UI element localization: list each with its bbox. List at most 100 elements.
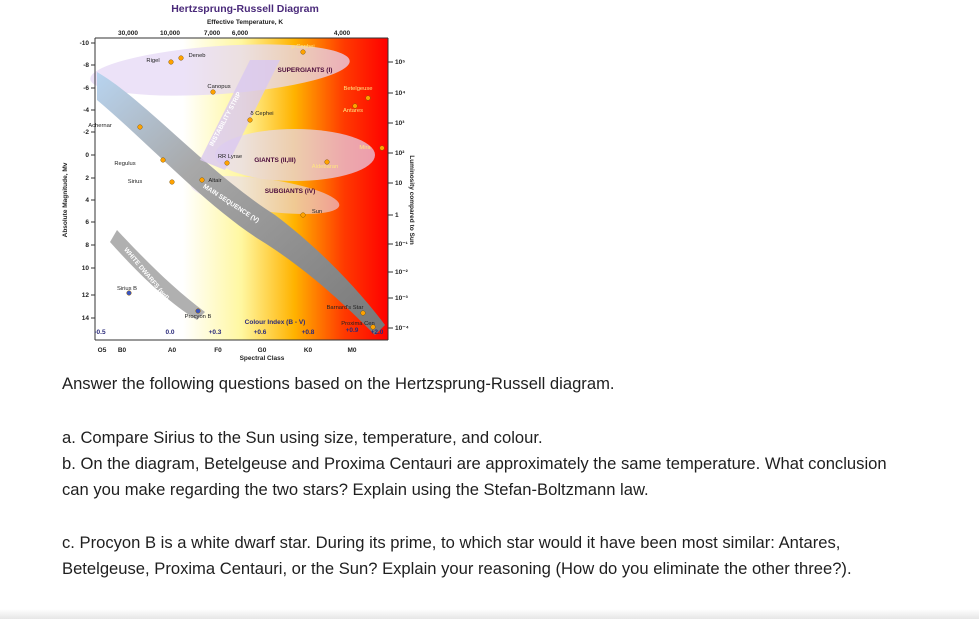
colour-index-label: 0.0 xyxy=(165,329,174,336)
star-marker xyxy=(370,324,376,330)
bottom-tick-label: M0 xyxy=(347,347,356,354)
star-label: Canopus xyxy=(207,84,230,90)
star-label: Procyon B xyxy=(185,314,212,320)
right-tick-label: 10³ xyxy=(395,120,405,127)
star-label: Proxima Cen xyxy=(341,321,375,327)
left-tick-label: 0 xyxy=(85,152,89,159)
star-marker xyxy=(352,103,358,109)
star-label: RR Lyrae xyxy=(218,154,242,160)
question: c. Procyon B is a white dwarf star. Duri… xyxy=(62,533,852,578)
star-marker xyxy=(160,157,166,163)
left-tick-label: 6 xyxy=(85,219,89,226)
axis-title: Absolute Magnitude, Mv xyxy=(62,162,69,237)
bottom-tick-label: G0 xyxy=(258,347,267,354)
star-marker xyxy=(168,59,174,65)
right-tick-label: 10 xyxy=(395,180,403,187)
star-label: Rigel xyxy=(146,58,159,64)
bottom-tick-label: B0 xyxy=(118,347,127,354)
axis-title: Spectral Class xyxy=(240,355,285,362)
intro: Answer the following questions based on … xyxy=(62,374,615,393)
figure-title: Hertzsprung-Russell Diagram xyxy=(171,3,319,15)
colour-index-label: +0.8 xyxy=(302,329,315,336)
region-label: SUBGIANTS (IV) xyxy=(265,188,316,195)
axis-title: Effective Temperature, K xyxy=(207,19,283,26)
main-sequence-band xyxy=(97,72,385,335)
right-tick-label: 10⁻¹ xyxy=(395,241,408,248)
right-tick-label: 10⁻³ xyxy=(395,295,409,302)
giants-region xyxy=(215,129,375,181)
star-marker xyxy=(379,145,385,151)
region-label: SUPERGIANTS (I) xyxy=(278,67,333,74)
star-label: Deneb xyxy=(188,53,205,59)
left-tick-label: 12 xyxy=(82,292,90,299)
colour-index-label: +0.9 xyxy=(346,327,359,334)
right-tick-label: 10⁻² xyxy=(395,269,409,276)
bottom-tick-label: O5 xyxy=(98,347,107,354)
instability-strip xyxy=(200,60,280,170)
star-label: Sirius B xyxy=(117,286,137,292)
star-label: Aldebaran xyxy=(312,164,338,170)
star-label: δ Cephei xyxy=(250,111,273,117)
hr-diagram: Hertzsprung-Russell Diagram Effective Tem… xyxy=(62,3,415,362)
star-label: μ Cephei xyxy=(291,44,314,50)
star-marker xyxy=(224,160,230,166)
left-tick-label: 10 xyxy=(82,265,90,272)
star-marker xyxy=(247,117,253,123)
star-label: Achernar xyxy=(88,123,112,129)
star-marker xyxy=(324,159,330,165)
left-tick-label: -2 xyxy=(83,129,89,136)
left-tick-label: -4 xyxy=(83,107,89,114)
star-marker xyxy=(195,308,201,314)
star-marker xyxy=(178,55,184,61)
top-tick-label: 4,000 xyxy=(334,30,351,37)
right-tick-label: 10⁵ xyxy=(395,59,405,66)
star-label: Antares xyxy=(343,108,363,114)
colour-index-label: -0.5 xyxy=(94,329,106,336)
star-label: Regulus xyxy=(114,161,135,167)
colour-index-label: +2.0 xyxy=(371,329,384,336)
colour-index-label: +0.3 xyxy=(209,329,222,336)
star-marker xyxy=(137,124,143,130)
bottom-tick-label: A0 xyxy=(168,347,177,354)
left-tick-label: -6 xyxy=(83,85,89,92)
colour-index-label: +0.6 xyxy=(254,329,267,336)
star-label: Altair xyxy=(208,178,221,184)
left-tick-label: -8 xyxy=(83,62,89,69)
colour-index-title: Colour Index (B - V) xyxy=(245,319,306,326)
star-marker xyxy=(300,49,306,55)
bottom-shade xyxy=(0,609,979,619)
bottom-tick-label: F0 xyxy=(214,347,222,354)
right-tick-label: 10² xyxy=(395,150,405,157)
white-dwarf-band xyxy=(110,230,205,320)
star-label: Mira xyxy=(359,145,371,151)
left-tick-label: -10 xyxy=(80,40,90,47)
left-tick-label: 4 xyxy=(85,197,89,204)
axis-title: Luminosity compared to Sun xyxy=(408,155,415,245)
star-marker xyxy=(169,179,175,185)
bottom-tick-label: K0 xyxy=(304,347,313,354)
star-marker xyxy=(300,212,306,218)
supergiants-region xyxy=(90,44,350,96)
star-marker xyxy=(199,177,205,183)
star-marker xyxy=(360,310,366,316)
star-label: Barnard's Star xyxy=(327,305,364,311)
left-tick-label: 8 xyxy=(85,242,89,249)
left-tick-label: 14 xyxy=(82,315,90,322)
right-tick-label: 10⁴ xyxy=(395,90,405,97)
star-marker xyxy=(365,95,371,101)
question: b. On the diagram, Betelgeuse and Proxim… xyxy=(62,454,887,499)
top-tick-label: 7,000 xyxy=(204,30,221,37)
region-label: GIANTS (II,III) xyxy=(254,157,296,164)
right-tick-label: 1 xyxy=(395,212,399,219)
right-tick-label: 10⁻⁴ xyxy=(395,325,409,332)
top-tick-label: 6,000 xyxy=(232,30,249,37)
left-tick-label: 2 xyxy=(85,175,89,182)
star-marker xyxy=(126,290,132,296)
question: a. Compare Sirius to the Sun using size,… xyxy=(62,428,543,447)
star-label: Sun xyxy=(312,209,322,215)
star-marker xyxy=(210,89,216,95)
top-tick-label: 10,000 xyxy=(160,30,180,37)
top-tick-label: 30,000 xyxy=(118,30,138,37)
star-label: Sirius xyxy=(128,179,143,185)
